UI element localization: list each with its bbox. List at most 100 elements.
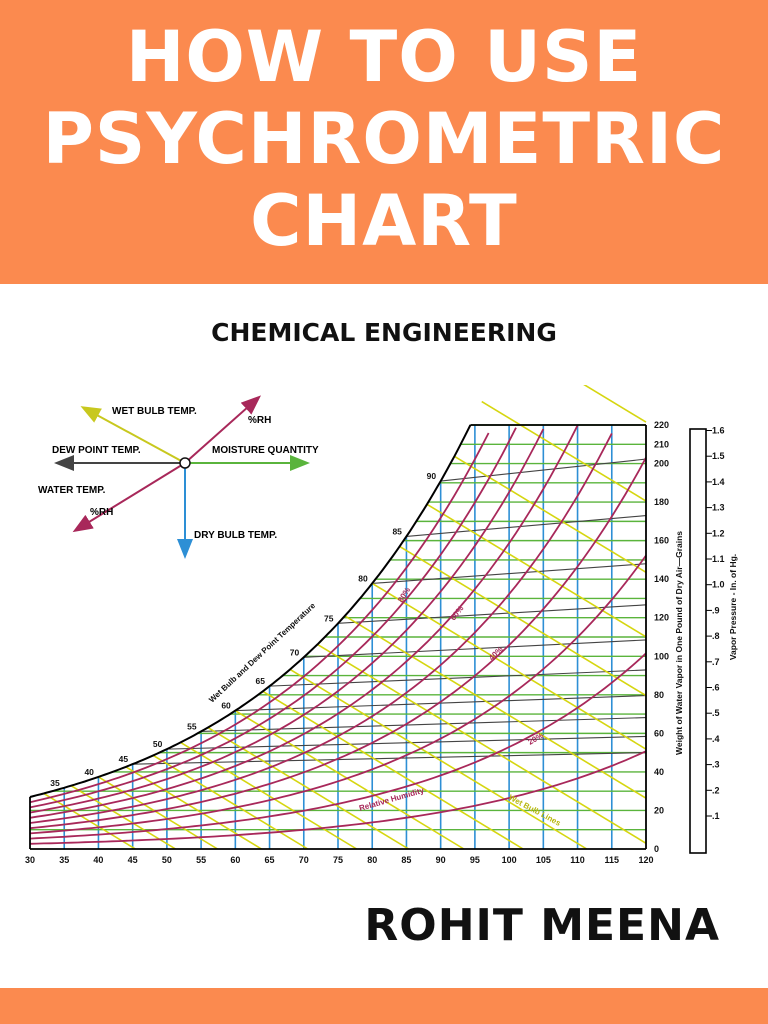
rh-curve bbox=[29, 652, 647, 840]
saturation-curve bbox=[29, 424, 472, 798]
x-tick-label: 65 bbox=[265, 855, 275, 865]
rh-curve-label: 60% bbox=[448, 604, 465, 622]
saturation-temp-label: 55 bbox=[187, 721, 197, 731]
y2-axis-title: Vapor Pressure - In. of Hg. bbox=[728, 554, 738, 660]
dew-point-label: DEW POINT TEMP. bbox=[52, 445, 141, 456]
rh-curve bbox=[29, 428, 545, 814]
wet-bulb-line bbox=[371, 582, 647, 750]
wet-bulb-label: WET BULB TEMP. bbox=[112, 406, 197, 417]
wet-bulb-line bbox=[426, 503, 647, 638]
x-tick-label: 95 bbox=[470, 855, 480, 865]
state-point-icon bbox=[179, 457, 191, 469]
dew-point-line bbox=[201, 717, 647, 732]
x-tick-label: 60 bbox=[230, 855, 240, 865]
wet-bulb-line bbox=[207, 726, 409, 850]
dew-point-line bbox=[372, 563, 647, 584]
saturation-temp-label: 90 bbox=[427, 471, 437, 481]
wet-bulb-line bbox=[583, 385, 647, 423]
x-tick-label: 35 bbox=[59, 855, 69, 865]
y-tick-label: 140 bbox=[654, 574, 669, 584]
y2-tick-label: .3 bbox=[712, 760, 720, 770]
wet-bulb-arrow bbox=[80, 406, 186, 464]
saturation-temp-label: 60 bbox=[221, 701, 231, 711]
dry-bulb-label: DRY BULB TEMP. bbox=[194, 530, 277, 541]
y2-tick-label: .2 bbox=[712, 785, 720, 795]
author-name: ROHIT MEENA bbox=[364, 900, 720, 951]
x-tick-label: 85 bbox=[401, 855, 411, 865]
wet-bulb-line bbox=[152, 754, 309, 850]
saturation-temp-label: 70 bbox=[290, 647, 300, 657]
title-line-1: HOW TO USE bbox=[125, 16, 643, 98]
x-tick-label: 80 bbox=[367, 855, 377, 865]
dew-point-line bbox=[440, 458, 647, 482]
y-tick-label: 20 bbox=[654, 805, 664, 815]
y-tick-label: 100 bbox=[654, 651, 669, 661]
y-tick-label: 60 bbox=[654, 728, 664, 738]
saturation-temp-label: 85 bbox=[392, 526, 402, 536]
rh-arrow-down bbox=[72, 462, 186, 533]
rh-label-bottom: %RH bbox=[90, 507, 113, 518]
x-tick-label: 75 bbox=[333, 855, 343, 865]
wet-bulb-line bbox=[399, 545, 647, 697]
y-tick-label: 120 bbox=[654, 613, 669, 623]
wet-bulb-line bbox=[289, 668, 588, 850]
saturation-curve-label: Wet Bulb and Dew Point Temperature bbox=[207, 601, 317, 705]
saturation-temp-label: 80 bbox=[358, 573, 368, 583]
title-line-2: PSYCHROMETRIC bbox=[42, 98, 726, 180]
chart-frame bbox=[29, 424, 712, 854]
y2-tick-label: 1.2 bbox=[712, 528, 725, 538]
title-banner: HOW TO USE PSYCHROMETRIC CHART bbox=[0, 0, 768, 284]
rh-curve bbox=[29, 457, 647, 830]
rh-curve bbox=[29, 554, 647, 835]
title-line-3: CHART bbox=[250, 180, 518, 262]
moisture-label: MOISTURE QUANTITY bbox=[212, 445, 319, 456]
bottom-bar bbox=[0, 988, 768, 1024]
y2-tick-label: .1 bbox=[712, 811, 720, 821]
rh-arrow-up bbox=[184, 395, 261, 464]
dew-point-line bbox=[303, 639, 647, 658]
saturation-temp-label: 45 bbox=[119, 754, 129, 764]
y-axis-title: Weight of Water Vapor in One Pound of Dr… bbox=[674, 531, 684, 755]
y-tick-label: 40 bbox=[654, 767, 664, 777]
dew-point-line bbox=[269, 669, 647, 687]
y-tick-label: 0 bbox=[654, 844, 659, 854]
y2-tick-label: 1.4 bbox=[712, 477, 725, 487]
x-tick-label: 40 bbox=[93, 855, 103, 865]
water-temp-label: WATER TEMP. bbox=[38, 485, 106, 496]
relative-humidity-label: Relative Humidity bbox=[358, 786, 426, 813]
x-tick-label: 115 bbox=[605, 855, 620, 865]
psychrometric-figure: WET BULB TEMP. %RH DEW POINT TEMP. MOIST… bbox=[25, 385, 738, 865]
wet-bulb-line bbox=[453, 455, 647, 573]
y2-tick-label: 1.0 bbox=[712, 580, 725, 590]
rh-curve bbox=[29, 427, 517, 809]
rh-curve bbox=[29, 424, 579, 819]
y2-tick-label: .8 bbox=[712, 631, 720, 641]
y2-tick-label: .4 bbox=[712, 734, 720, 744]
y2-tick-label: 1.6 bbox=[712, 426, 725, 436]
rh-curve bbox=[29, 432, 490, 804]
saturation-temp-label: 40 bbox=[84, 767, 94, 777]
y2-tick-label: 1.1 bbox=[712, 554, 725, 564]
saturation-temp-label: 35 bbox=[50, 778, 60, 788]
x-tick-label: 110 bbox=[570, 855, 585, 865]
y-tick-label: 210 bbox=[654, 439, 669, 449]
saturation-temp-label: 65 bbox=[256, 676, 266, 686]
wet-bulb-line bbox=[317, 643, 647, 844]
y2-tick-label: .5 bbox=[712, 708, 720, 718]
x-tick-label: 45 bbox=[128, 855, 138, 865]
rh-label-top: %RH bbox=[248, 415, 271, 426]
subtitle: CHEMICAL ENGINEERING bbox=[211, 318, 557, 347]
x-tick-label: 50 bbox=[162, 855, 172, 865]
y2-tick-label: 1.5 bbox=[712, 451, 725, 461]
y2-tick-label: 1.3 bbox=[712, 503, 725, 513]
y2-tick-label: .6 bbox=[712, 683, 720, 693]
y2-tick-label: .7 bbox=[712, 657, 720, 667]
wet-bulb-line bbox=[180, 741, 358, 850]
y-tick-label: 180 bbox=[654, 497, 669, 507]
legend-diagram: WET BULB TEMP. %RH DEW POINT TEMP. MOIST… bbox=[38, 395, 319, 559]
dew-point-lines bbox=[132, 458, 647, 765]
dew-point-line bbox=[235, 695, 647, 712]
vapor-pressure-scale bbox=[689, 428, 707, 854]
y-tick-label: 220 bbox=[654, 420, 669, 430]
x-tick-label: 55 bbox=[196, 855, 206, 865]
